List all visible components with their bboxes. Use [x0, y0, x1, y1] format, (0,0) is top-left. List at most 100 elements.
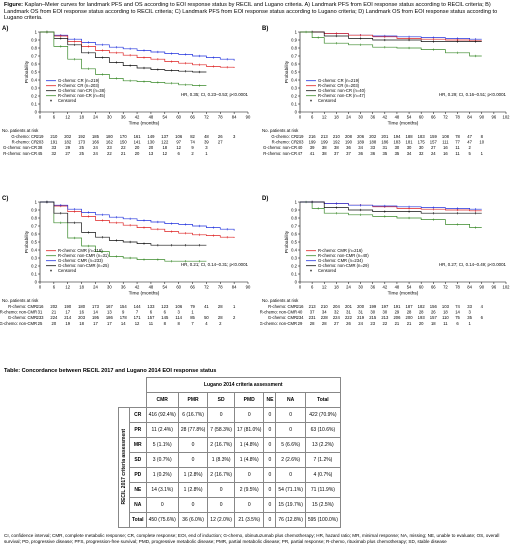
column-header-sd: SD [207, 392, 235, 408]
y-tick-label: 0.1 [31, 272, 37, 277]
x-tick-label: 0 [299, 285, 302, 290]
risk-count: 29 [65, 145, 70, 150]
hr-annotation: HR, 0.21; CI, 0.14–0.31; p<0.0001 [181, 262, 249, 267]
censor-mark [59, 34, 62, 38]
table-cell: 1 (8.3%) [207, 452, 235, 468]
table-cell: 71 (11.9%) [304, 482, 341, 498]
risk-count: 36 [346, 145, 351, 150]
risk-count: 190 [345, 140, 353, 145]
y-tick-label: 0.6 [31, 62, 37, 67]
x-tick-label: 24 [346, 285, 351, 290]
table-cell: 5 (1.1%) [145, 437, 179, 453]
censor-mark [359, 213, 362, 216]
risk-count: 11 [455, 145, 460, 150]
x-tick-label: 36 [370, 285, 375, 290]
censor-mark [45, 200, 48, 204]
censor-mark [170, 244, 173, 247]
x-tick-label: 90 [246, 285, 251, 290]
x-tick-label: 66 [431, 115, 436, 120]
x-tick-label: 96 [492, 115, 497, 120]
x-tick-label: 24 [93, 285, 98, 290]
censored-legend-label: Censored [318, 268, 337, 273]
y-tick-label: 0.3 [291, 86, 297, 91]
risk-count: 110 [442, 315, 449, 320]
risk-count: 40 [298, 145, 303, 150]
x-tick-label: 96 [492, 285, 497, 290]
censor-mark [73, 38, 76, 41]
risk-count: 141 [134, 140, 142, 145]
x-tick-label: 72 [204, 285, 209, 290]
risk-count: 181 [406, 140, 414, 145]
risk-count: 30 [382, 310, 387, 315]
y-tick-label: 0.1 [291, 272, 297, 277]
x-tick-label: 102 [503, 115, 511, 120]
y-tick-label: 0 [35, 110, 38, 115]
x-tick-label: 0 [299, 115, 302, 120]
column-header-row: CMR PMR SD PMD NE NA Total [119, 392, 341, 408]
lugano-header: Lugano 2014 criteria assessment [145, 377, 341, 393]
risk-count: 108 [442, 134, 450, 139]
risk-count: 35 [467, 315, 472, 320]
censor-mark [335, 206, 338, 209]
risk-count: 202 [369, 134, 377, 139]
censor-mark [73, 210, 76, 213]
y-tick-label: 1 [295, 200, 298, 205]
y-tick-label: 0.1 [31, 102, 37, 107]
censor-mark [432, 48, 435, 51]
risk-count: 27 [65, 151, 70, 156]
risk-count: 185 [92, 134, 100, 139]
censor-mark [432, 218, 435, 221]
risk-count: 24 [93, 145, 98, 150]
risk-count: 32 [419, 151, 424, 156]
y-tick-label: 0.2 [31, 264, 37, 269]
risk-count: 13 [107, 310, 112, 315]
km-curve-2 [300, 31, 482, 42]
legend-entry: R-chemo: CMR (n=216) [58, 248, 103, 253]
y-tick-label: 0.6 [291, 232, 297, 237]
x-tick-label: 12 [322, 115, 327, 120]
x-tick-label: 24 [346, 115, 351, 120]
censor-mark [317, 207, 320, 210]
censored-legend-mark [310, 99, 312, 102]
risk-row-label: G-chemo: CMR [268, 315, 297, 320]
x-tick-label: 36 [370, 115, 375, 120]
y-tick-label: 0.1 [291, 102, 297, 107]
censor-mark [335, 42, 338, 45]
censor-mark [335, 212, 338, 215]
risk-count: 79 [190, 304, 195, 309]
x-tick-label: 72 [204, 115, 209, 120]
censor-mark [170, 222, 173, 225]
risk-count: 201 [345, 304, 353, 309]
risk-count: 12 [176, 145, 181, 150]
risk-count: 17 [93, 321, 98, 326]
censor-mark [456, 51, 459, 54]
risk-row-label: R-chemo: non-CR [263, 151, 297, 156]
censor-mark [73, 58, 76, 61]
censor-mark [184, 70, 187, 73]
risk-row-label: R-chemo: CMR [268, 304, 297, 309]
risk-count: 23 [107, 145, 112, 150]
risk-count: 180 [106, 134, 114, 139]
row-header: PD [129, 467, 147, 483]
risk-count: 157 [430, 315, 438, 320]
risk-count: 47 [298, 151, 303, 156]
panel-label: B) [262, 26, 268, 32]
risk-count: 11 [455, 151, 460, 156]
risk-count: 45 [38, 151, 43, 156]
risk-count: 12 [162, 151, 167, 156]
x-tick-label: 72 [443, 285, 448, 290]
risk-count: 25 [79, 145, 84, 150]
x-tick-label: 48 [149, 115, 154, 120]
risk-count: 74 [455, 304, 460, 309]
column-header-ne: NE [263, 392, 277, 408]
table-cell: 0 [263, 437, 277, 453]
censor-mark [101, 236, 104, 239]
table-row: NE 14 (3.1%) 1 (2.8%) 0 2 (9.5%) 0 54 (71.1%) 7… [119, 482, 341, 498]
y-tick-label: 0.2 [31, 94, 37, 99]
risk-count: 202 [50, 304, 58, 309]
x-tick-label: 18 [334, 285, 339, 290]
censor-mark [101, 219, 104, 222]
km-curve-1 [40, 201, 207, 262]
table-cell: 0 [207, 497, 235, 513]
risk-count: 25 [79, 151, 84, 156]
